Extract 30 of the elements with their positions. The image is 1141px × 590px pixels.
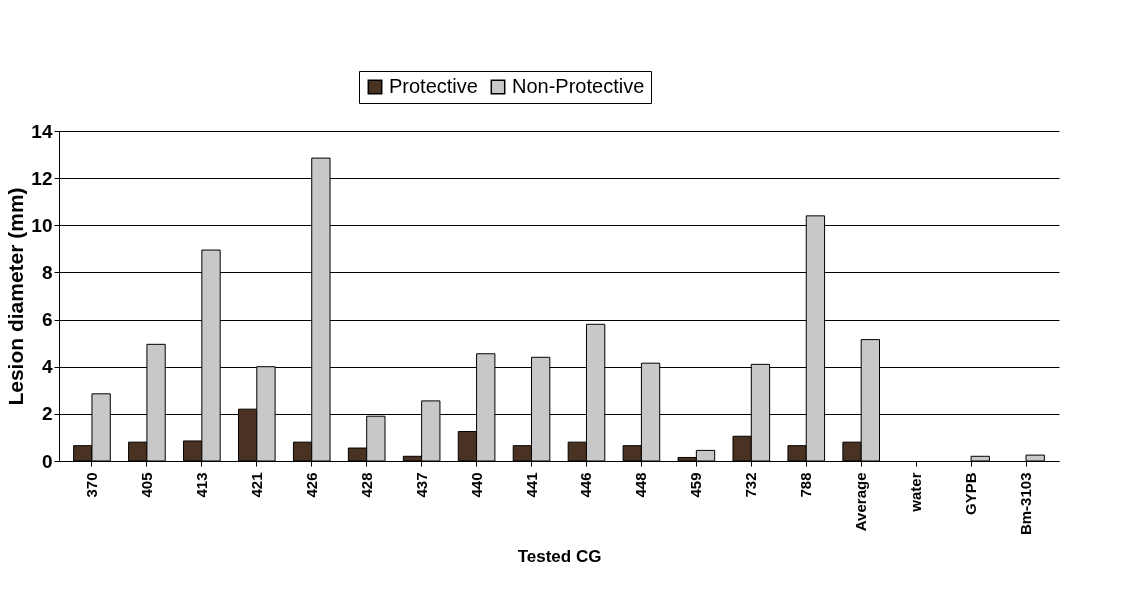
legend-label: Non-Protective <box>512 75 645 97</box>
y-tick-label: 14 <box>31 120 53 142</box>
y-tick-label: 4 <box>41 356 53 378</box>
x-tick-label: 459 <box>687 472 705 498</box>
x-tick-label: 370 <box>82 472 100 498</box>
y-tick-label: 6 <box>41 309 53 331</box>
x-tick-label: 421 <box>247 472 265 498</box>
x-tick-label: Bm-3103 <box>1017 472 1035 536</box>
x-tick-label: water <box>907 472 925 513</box>
x-tick-label: 448 <box>632 472 650 498</box>
y-tick-label: 8 <box>41 261 53 283</box>
x-tick-label: 413 <box>192 472 210 498</box>
x-axis-title: Tested CG <box>517 547 602 567</box>
x-tick-label: GYPB <box>962 472 980 516</box>
x-tick-label: 440 <box>467 472 485 498</box>
y-axis-title: Lesion diameter (mm) <box>4 187 28 406</box>
y-tick-label: 2 <box>41 403 53 425</box>
x-tick-label: 428 <box>357 472 375 498</box>
x-tick-label: 426 <box>302 472 320 498</box>
legend-label: Protective <box>389 75 478 97</box>
x-tick-label: 446 <box>577 472 595 498</box>
x-tick-label: 788 <box>797 472 815 498</box>
y-tick-label: 10 <box>31 214 53 236</box>
y-tick-label: 12 <box>31 167 53 189</box>
x-tick-label: 441 <box>522 472 540 498</box>
x-tick-label: 405 <box>137 472 155 498</box>
y-tick-label: 0 <box>41 450 53 472</box>
x-tick-label: 437 <box>412 472 430 498</box>
x-tick-label: 732 <box>742 472 760 498</box>
x-tick-label: Average <box>852 472 870 532</box>
